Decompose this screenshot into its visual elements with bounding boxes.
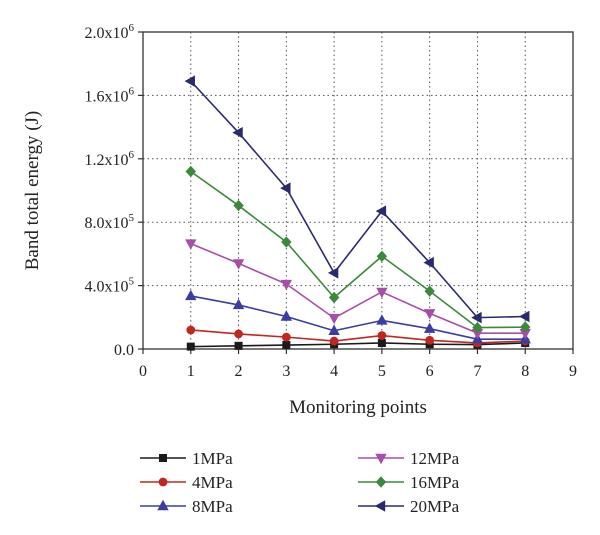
series-line	[190, 80, 526, 319]
legend-item: 8MPa	[140, 497, 233, 516]
x-tick-label: 1	[187, 363, 195, 380]
data-point	[328, 291, 340, 304]
data-point	[327, 267, 339, 279]
data-point	[282, 341, 291, 350]
x-tick-label: 4	[330, 363, 338, 380]
legend-label: 20MPa	[410, 497, 460, 516]
data-point	[423, 256, 434, 269]
legend-marker	[157, 499, 169, 511]
y-tick-label: 8.0x105	[85, 212, 135, 232]
series-12MPa	[185, 239, 531, 340]
axis-ticks: 0 1 2 3 4 5 6 7 8 9 0.0 4.0x105 8.0x105 1.2x106 1.6x10…	[85, 22, 578, 380]
data-point	[376, 250, 388, 262]
data-point	[472, 321, 483, 334]
legend-item: 12MPa	[358, 449, 460, 468]
legend-item: 20MPa	[358, 497, 460, 516]
x-tick-label: 2	[235, 363, 243, 380]
data-point	[376, 314, 388, 325]
data-point	[234, 341, 243, 350]
y-tick-label: 4.0x105	[85, 276, 135, 296]
data-point	[471, 311, 482, 324]
data-point	[280, 279, 293, 291]
series-16MPa	[185, 165, 531, 334]
x-tick-label: 0	[139, 363, 147, 380]
data-point	[185, 289, 197, 301]
data-point	[376, 287, 388, 299]
y-tick-label: 1.2x106	[85, 149, 135, 169]
legend: 1MPa 4MPa 8MPa 12MPa 16MPa 20MPa	[140, 449, 460, 516]
data-point	[232, 126, 243, 139]
y-tick-label: 1.6x106	[85, 85, 135, 105]
x-tick-label: 6	[426, 363, 434, 380]
data-point	[328, 313, 340, 325]
data-point	[519, 310, 530, 323]
data-point	[232, 259, 245, 270]
data-point	[471, 328, 484, 340]
y-tick-label: 0.0	[114, 342, 134, 359]
data-point	[280, 310, 293, 321]
data-point	[520, 321, 531, 333]
x-tick-label: 7	[473, 363, 481, 380]
legend-item: 4MPa	[140, 473, 233, 492]
data-point	[232, 298, 245, 310]
data-point	[234, 329, 243, 339]
legend-label: 8MPa	[192, 497, 233, 516]
data-point	[280, 182, 291, 194]
series-line	[190, 342, 526, 348]
data-point	[281, 236, 292, 248]
data-point	[424, 285, 435, 297]
data-point	[519, 328, 531, 340]
legend-marker	[375, 453, 387, 465]
series	[184, 75, 531, 351]
plot-frame	[142, 31, 574, 350]
data-point	[377, 338, 386, 347]
data-point	[185, 165, 196, 178]
legend-label: 4MPa	[192, 473, 233, 492]
legend-marker	[159, 454, 167, 462]
legend-label: 12MPa	[410, 449, 460, 468]
y-axis-label: Band total energy (J)	[22, 111, 43, 271]
data-point	[423, 309, 436, 320]
data-point	[281, 332, 291, 342]
data-point	[186, 342, 195, 351]
series-line	[190, 170, 526, 329]
x-axis-label: Monitoring points	[289, 397, 427, 418]
x-tick-label: 8	[521, 363, 529, 380]
data-point	[377, 331, 387, 340]
series-20MPa	[184, 75, 530, 324]
x-tick-label: 9	[569, 363, 577, 380]
data-point	[423, 322, 436, 333]
data-point	[328, 324, 340, 335]
series-line	[190, 329, 526, 344]
x-tick-label: 3	[282, 363, 290, 380]
legend-label: 1MPa	[192, 449, 233, 468]
series-line	[190, 242, 526, 334]
data-point	[185, 239, 197, 250]
data-point	[184, 75, 195, 87]
legend-item: 1MPa	[140, 449, 233, 468]
x-tick-label: 5	[378, 363, 386, 380]
legend-marker	[374, 500, 386, 512]
y-tick-label: 2.0x106	[85, 22, 135, 42]
grid	[143, 32, 573, 349]
legend-label: 16MPa	[410, 473, 460, 492]
data-point	[186, 325, 196, 335]
data-point	[425, 335, 435, 345]
legend-marker	[375, 476, 387, 488]
data-point	[375, 205, 387, 217]
legend-item: 16MPa	[358, 473, 460, 492]
data-point	[329, 336, 339, 346]
data-point	[233, 199, 244, 212]
legend-marker	[158, 477, 168, 487]
series-line	[190, 295, 526, 340]
